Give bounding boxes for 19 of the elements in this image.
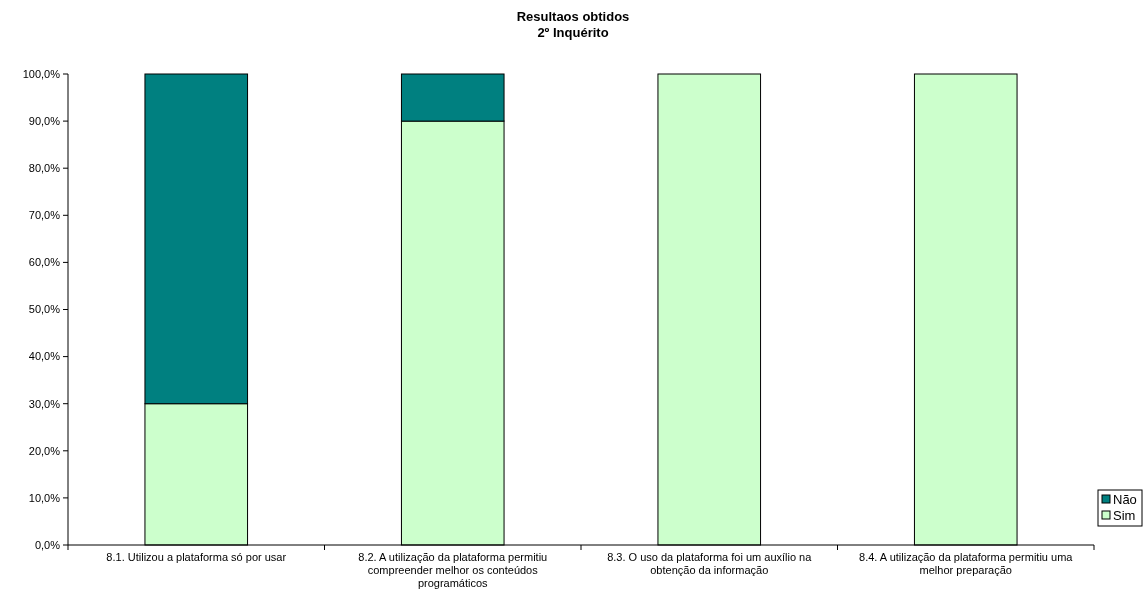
legend-label: Não — [1113, 491, 1137, 507]
chart-title: Resultaos obtidos — [516, 9, 630, 24]
y-tick-label: 80,0% — [28, 162, 61, 175]
y-tick-label: 10,0% — [28, 491, 61, 504]
y-tick-label: 90,0% — [28, 114, 61, 127]
x-tick-label: 8.3. O uso da plataforma foi um auxílio na obtenção da informação — [607, 551, 813, 576]
y-tick-label: 60,0% — [28, 256, 61, 269]
chart-subtitle: 2º Inquérito — [537, 25, 609, 40]
y-tick-label: 40,0% — [28, 350, 61, 363]
y-tick-label: 20,0% — [28, 444, 61, 457]
x-tick-label: 8.1. Utilizou a plataforma só por usar — [106, 551, 287, 563]
y-tick-label: 100,0% — [22, 67, 61, 80]
x-tick-label: 8.2. A utilização da plataforma permitiu compreender melhor os conteúdos programáticos — [358, 551, 548, 589]
y-tick-label: 70,0% — [28, 209, 61, 222]
y-tick-label: 30,0% — [28, 397, 61, 410]
y-tick-label: 50,0% — [28, 303, 61, 316]
x-tick-label: 8.4. A utilização da plataforma permitiu uma melhor preparação — [859, 551, 1074, 576]
legend-label: Sim — [1113, 507, 1136, 523]
y-tick-label: 0,0% — [34, 538, 61, 551]
